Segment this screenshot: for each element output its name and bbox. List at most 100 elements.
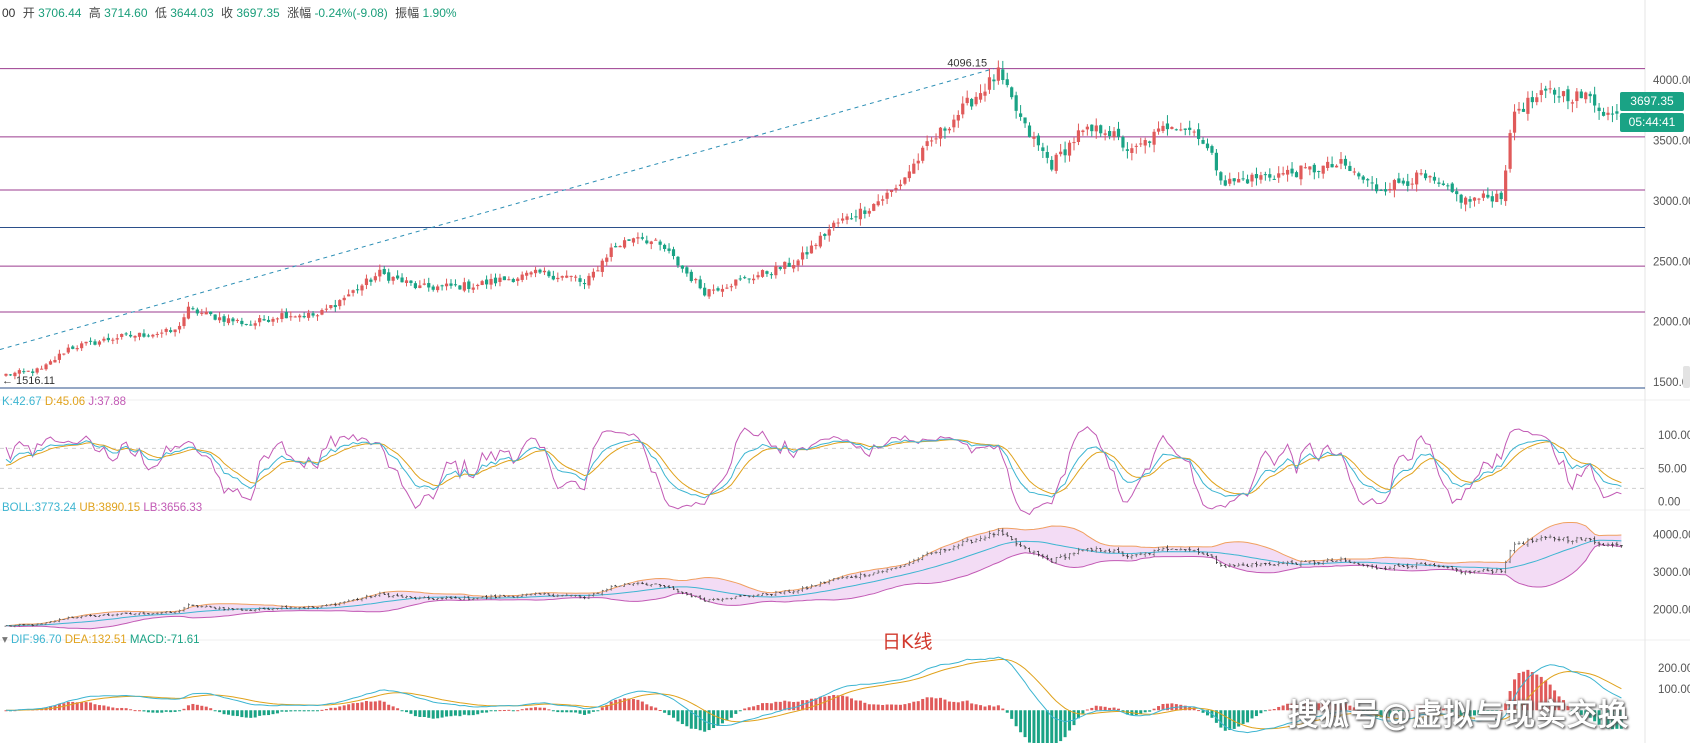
candle-body (400, 277, 404, 283)
kdj-legend[interactable]: K:42.67 D:45.06 J:37.88 (2, 396, 126, 408)
panel-resize-handle[interactable] (1683, 366, 1690, 388)
candle-body (1210, 146, 1214, 153)
boll-axis-tick: 3000.00 (1653, 567, 1690, 579)
macd-histogram-bar (752, 706, 756, 711)
candle-body (1085, 126, 1089, 130)
macd-histogram-bar (863, 702, 867, 711)
candle-body (1277, 173, 1281, 178)
collapse-icon[interactable]: ▾ (2, 634, 8, 646)
candle-body (1152, 131, 1156, 145)
macd-histogram-bar (1148, 710, 1152, 712)
candle-body (823, 233, 827, 237)
candle-body (1615, 111, 1619, 114)
candle-body (88, 340, 93, 342)
macd-histogram-bar (364, 701, 368, 711)
macd-histogram-bar (685, 710, 689, 727)
candle-body (867, 210, 871, 214)
macd-histogram-bar (1397, 710, 1401, 713)
macd-histogram-bar (618, 699, 622, 711)
macd-histogram-bar (440, 710, 444, 718)
candle-body (173, 329, 177, 333)
kdj-k-line (5, 438, 1622, 499)
macd-histogram-bar (1562, 700, 1565, 711)
last-price-tag: 3697.35 (1620, 92, 1684, 111)
candle-body (142, 333, 146, 337)
macd-histogram-bar (1446, 709, 1450, 711)
candle-body (391, 276, 395, 281)
candle-body (1223, 180, 1227, 186)
macd-histogram-bar (1201, 710, 1205, 713)
candle-body (947, 128, 951, 131)
macd-histogram-bar (138, 710, 141, 712)
candle-body (231, 318, 235, 322)
candle-body (338, 300, 342, 307)
macd-histogram-bar (916, 701, 920, 711)
macd-histogram-bar (1553, 690, 1557, 711)
candle-body (1148, 141, 1152, 143)
candle-body (578, 278, 582, 282)
candle-body (151, 334, 155, 337)
macd-histogram-bar (324, 709, 328, 711)
low-value: 3644.03 (170, 6, 214, 20)
candle-body (146, 335, 150, 337)
candle-body (930, 140, 934, 142)
candle-body (1272, 178, 1276, 180)
candle-body (1192, 131, 1196, 133)
macd-histogram-bar (498, 710, 502, 712)
macd-histogram-bar (903, 704, 907, 711)
macd-histogram-bar (1464, 710, 1468, 716)
macd-histogram-bar (658, 710, 662, 712)
candle-body (1584, 92, 1588, 100)
kdj-j-line (5, 426, 1622, 516)
candle-body (1601, 111, 1606, 116)
candle-body (1535, 97, 1539, 103)
macd-axis-tick: 200.00 (1658, 663, 1690, 675)
macd-histogram-bar (1134, 710, 1138, 716)
macd-histogram-bar (222, 710, 226, 715)
boll-ub: UB:3890.15 (79, 502, 141, 514)
high-value: 3714.60 (104, 6, 148, 20)
macd-histogram-bar (1530, 672, 1534, 711)
candle-body (1174, 129, 1178, 131)
macd-histogram-bar (1392, 710, 1396, 714)
candle-body (275, 318, 280, 320)
macd-histogram-bar (809, 698, 813, 711)
kdj-axis-tick: 100.00 (1658, 430, 1690, 442)
macd-histogram-bar (1428, 704, 1432, 711)
macd-histogram-bar (1312, 702, 1316, 711)
macd-histogram-bar (400, 710, 404, 712)
candle-body (792, 265, 796, 269)
macd-histogram-bar (1281, 705, 1285, 711)
boll-legend[interactable]: BOLL:3773.24 UB:3890.15 LB:3656.33 (2, 502, 202, 514)
macd-histogram-bar (97, 705, 101, 711)
candle-body (827, 229, 831, 236)
candle-body (213, 314, 217, 320)
macd-histogram-bar (1437, 707, 1441, 711)
macd-histogram-bar (1361, 710, 1365, 712)
macd-histogram-bar (133, 710, 137, 712)
candle-body (511, 279, 515, 283)
candle-body (725, 287, 729, 289)
candle-body (1143, 140, 1147, 146)
macd-legend[interactable]: ▾ DIF:96.70 DEA:132.51 MACD:-71.61 (2, 632, 200, 646)
macd-histogram-bar (1299, 702, 1303, 711)
macd-histogram-bar (565, 710, 569, 713)
candle-body (1254, 174, 1259, 179)
macd-histogram-bar (912, 701, 916, 711)
candle-body (26, 370, 30, 372)
candle-body (1263, 174, 1267, 176)
macd-histogram-bar (1441, 708, 1445, 711)
macd-histogram-bar (939, 697, 942, 711)
candle-body (1392, 180, 1396, 191)
macd-histogram-bar (1090, 707, 1094, 711)
macd-histogram-bar (858, 700, 862, 711)
boll-axis-tick: 4000.00 (1653, 529, 1690, 541)
macd-histogram-bar (329, 707, 333, 711)
macd-histogram-bar (1001, 708, 1005, 711)
macd-histogram-bar (769, 703, 773, 711)
macd-histogram-bar (1232, 710, 1236, 729)
candle-body (298, 315, 302, 318)
macd-histogram-bar (1557, 696, 1561, 711)
candle-body (1041, 147, 1045, 151)
